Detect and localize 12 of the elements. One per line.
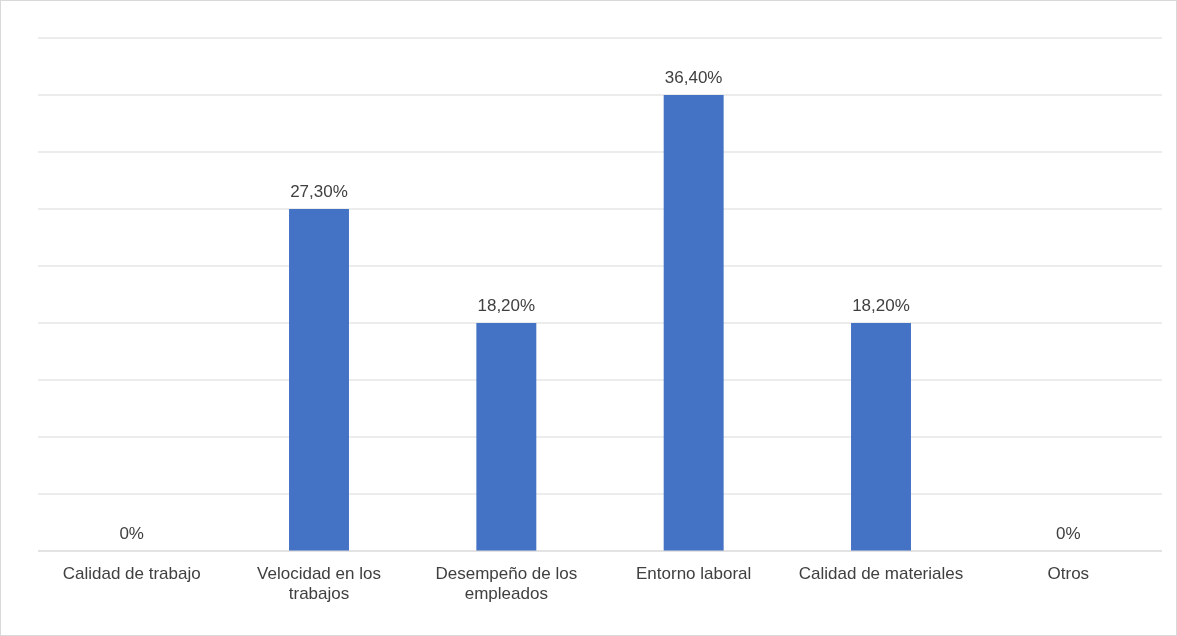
data-label: 27,30% — [290, 182, 348, 201]
x-tick-label: Otros — [1047, 563, 1090, 583]
x-tick-label: Calidad de materiales — [798, 563, 964, 583]
data-label: 0% — [1056, 524, 1081, 543]
data-label: 18,20% — [852, 296, 910, 315]
data-label: 18,20% — [477, 296, 536, 315]
x-tick-label: Entorno laboral — [636, 563, 752, 583]
x-tick-label: Calidad de trabajo — [62, 563, 201, 583]
data-label: 0% — [119, 524, 144, 543]
x-tick-label: Desempeño de los empleados — [435, 563, 578, 604]
data-label: 36,40% — [664, 68, 723, 87]
x-tick-label: Velocidad en los trabajos — [257, 563, 381, 604]
